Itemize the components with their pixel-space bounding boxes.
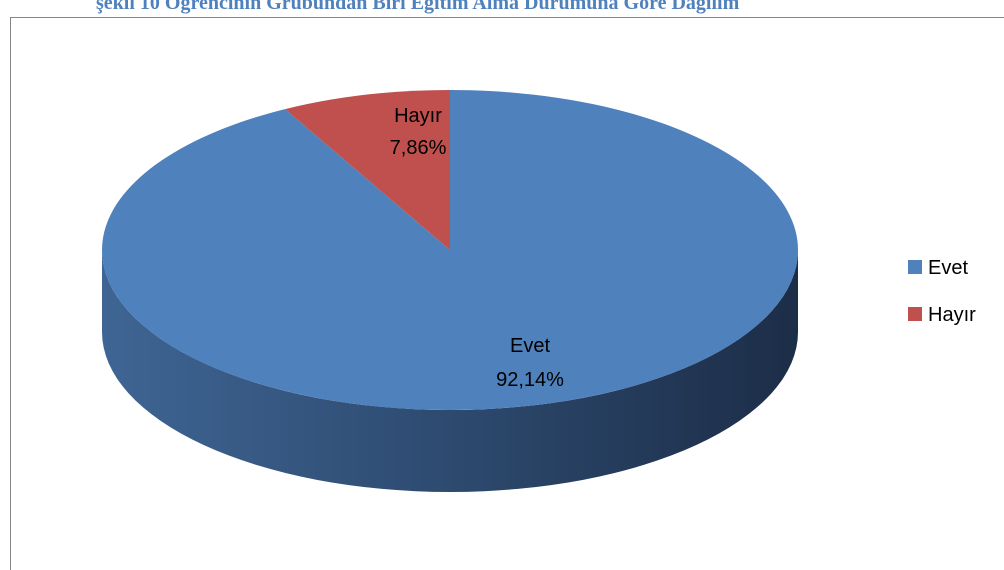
pie-labels: Evet 92,14% Hayır 7,86% [390,105,564,391]
figure-caption-text: şekil 10 Öğrencinin Grubundan Biri Eğiti… [96,0,740,14]
slice-value-evet: 92,14% [496,369,564,391]
slice-label-evet: Evet [510,335,550,357]
pie-slice-evet [102,90,799,411]
pie-tops [102,90,799,411]
legend-label-evet: Evet [928,257,968,279]
legend-swatch-evet [908,260,922,274]
legend-label-hayır: Hayır [928,304,976,326]
legend-swatch-hayır [908,307,922,321]
pie-side-evet [102,250,798,492]
pie-sides [102,250,798,492]
slice-label-hayır: Hayır [394,105,442,127]
slice-value-hayır: 7,86% [390,137,447,159]
figure-caption: şekil 10 Öğrencinin Grubundan Biri Eğiti… [0,0,1004,14]
pie-slice-hayır [285,90,450,250]
legend: Evet Hayır [908,257,976,326]
